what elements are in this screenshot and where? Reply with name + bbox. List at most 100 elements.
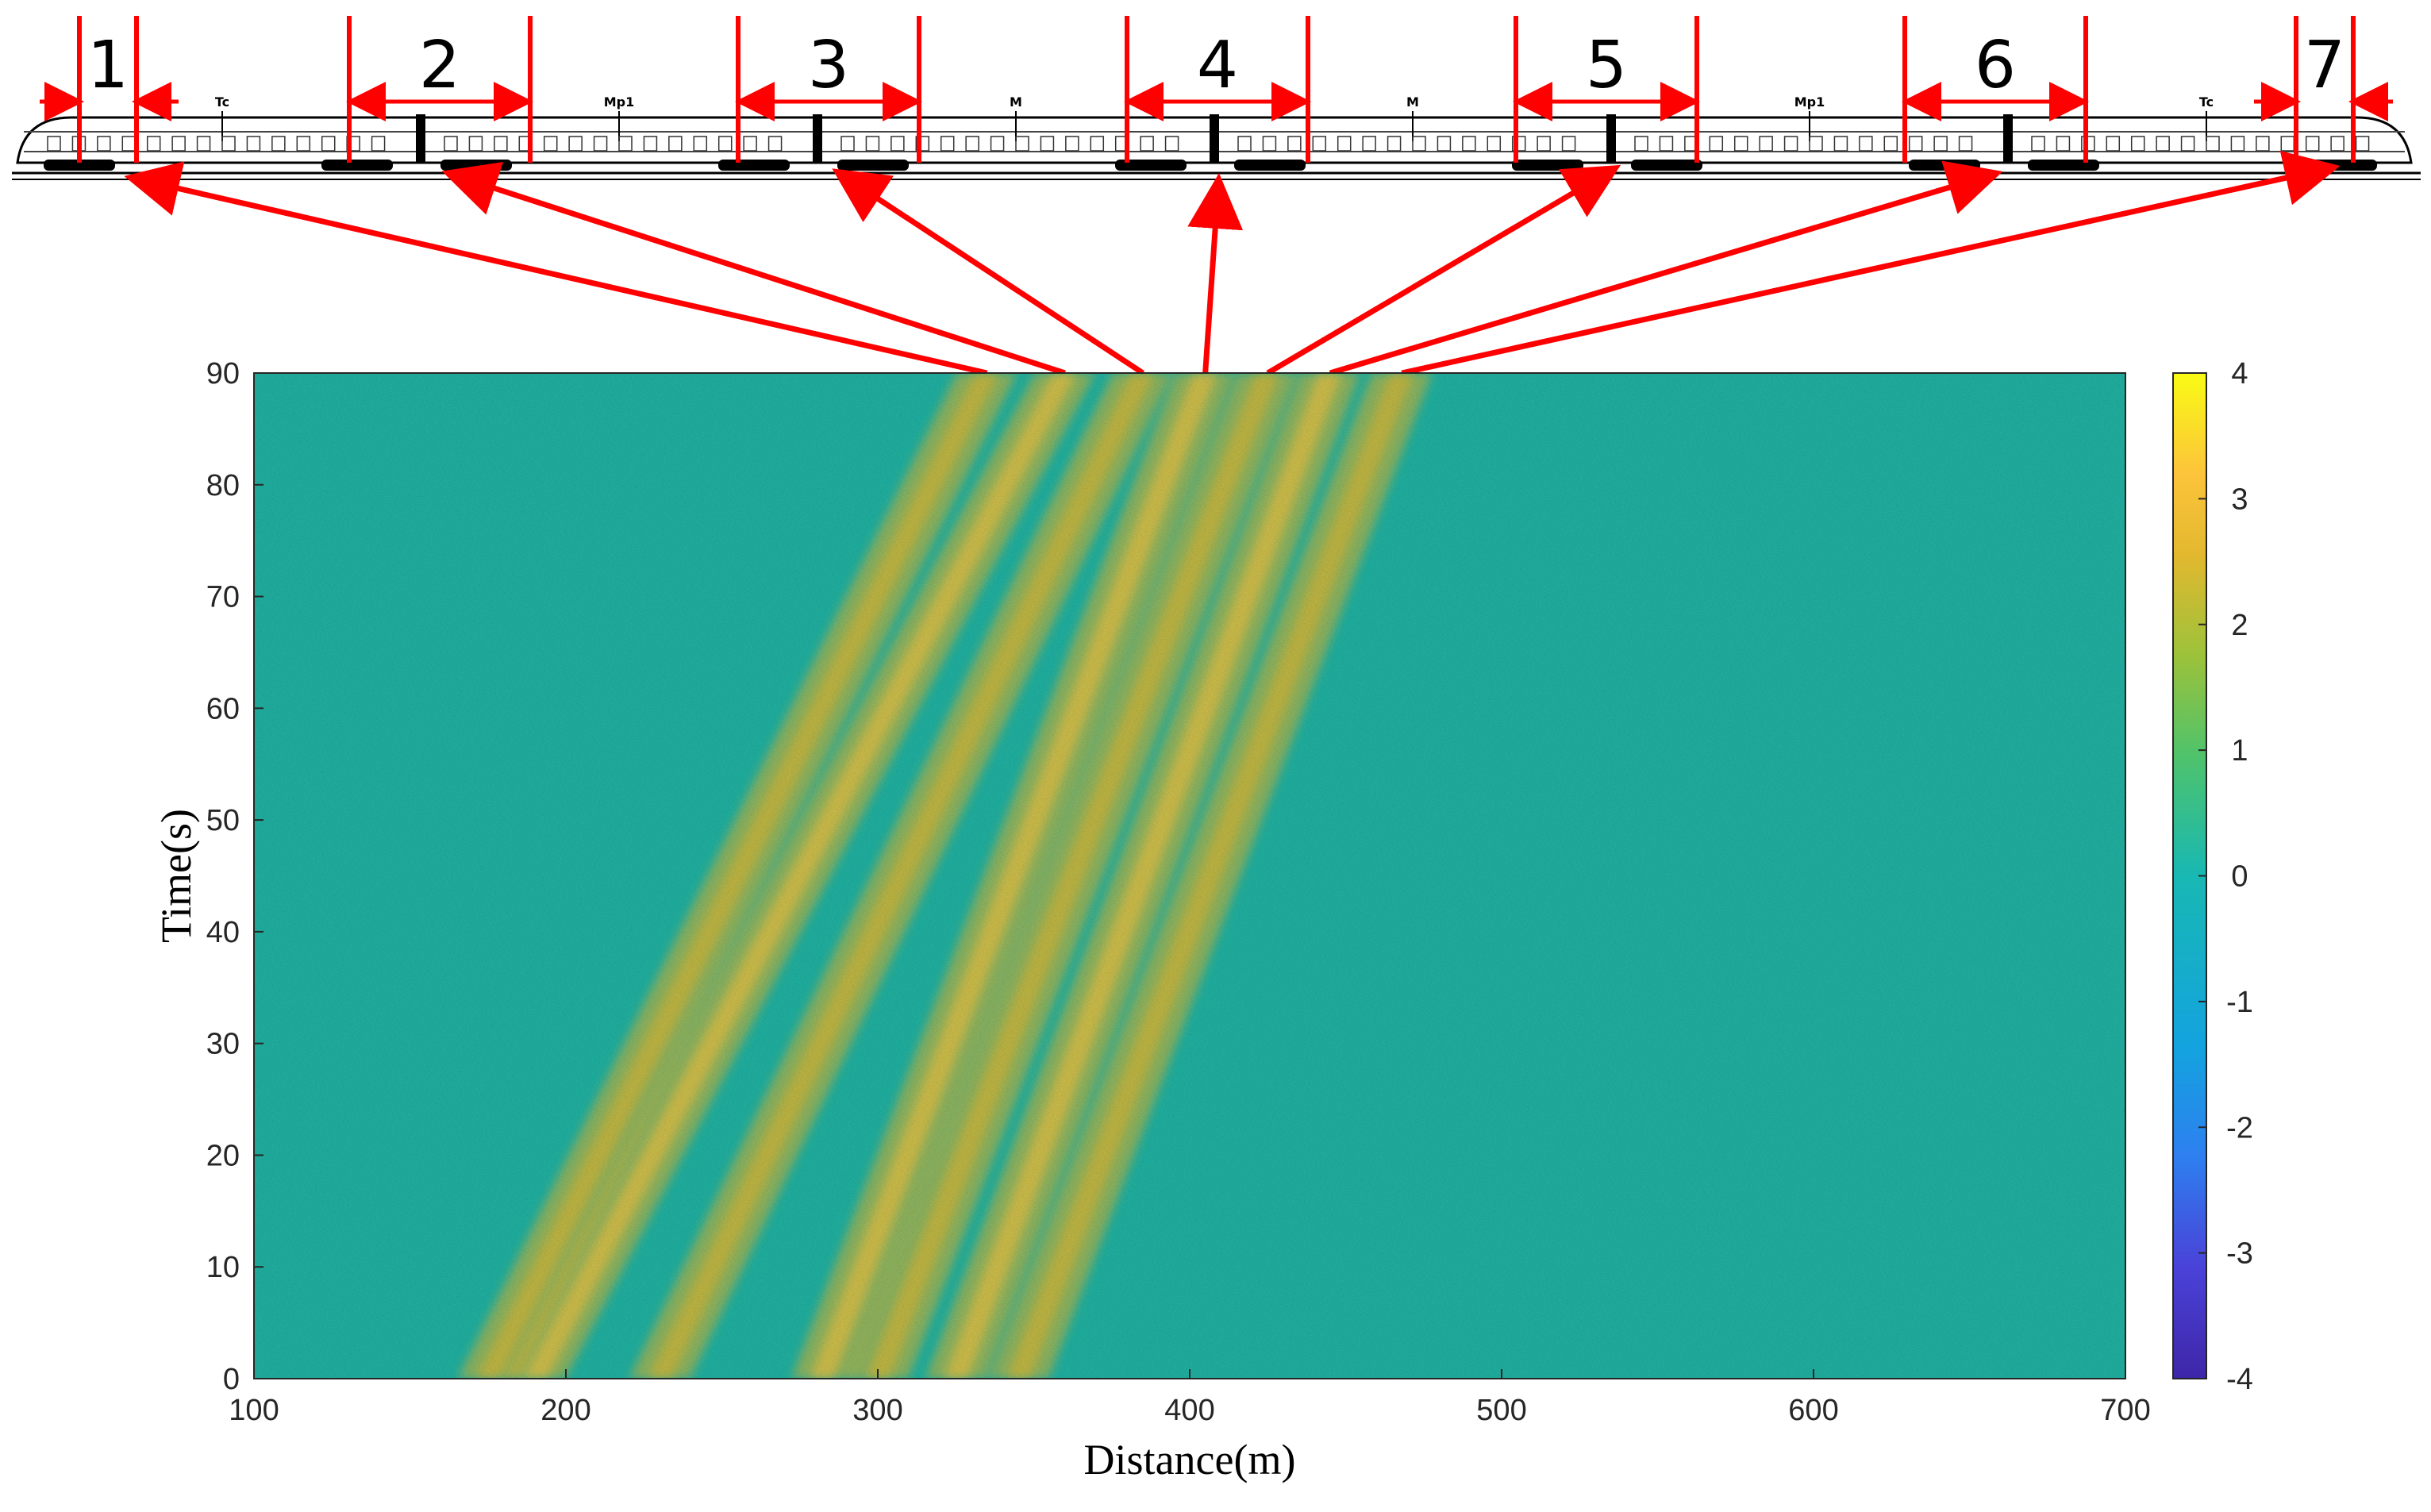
train-window	[568, 136, 583, 152]
bogie	[44, 160, 115, 171]
train-window	[1733, 136, 1748, 152]
heatmap-plot: 100 200 300 400 500 600 700 0 10 20 30 40 50 60 70 80 9…	[152, 357, 2151, 1483]
colorbar-tick-label: 1	[2231, 734, 2248, 768]
train-window	[1140, 136, 1154, 152]
colorbar-tick-label: 3	[2231, 483, 2248, 516]
x-tick-label: 700	[2100, 1394, 2150, 1427]
train-window	[1437, 136, 1452, 152]
train-window	[840, 136, 855, 152]
train-window	[1908, 136, 1923, 152]
x-tick-label: 100	[229, 1394, 279, 1427]
train-window	[296, 136, 311, 152]
x-axis-label: Distance(m)	[1084, 1436, 1296, 1483]
train-window	[717, 136, 733, 152]
pointer-arrow	[1329, 160, 2003, 376]
y-tick-label: 50	[206, 804, 240, 837]
train-window	[494, 136, 508, 152]
train-window	[965, 136, 979, 152]
colorbar-tick-label: 0	[2231, 860, 2248, 894]
train-window	[693, 136, 708, 152]
train-window	[990, 136, 1005, 152]
segment-annotations: 1 2 3 4 5 6 7	[40, 16, 2393, 163]
y-tick-label: 60	[206, 692, 240, 725]
segment-arrows	[124, 150, 2341, 376]
pointer-arrow	[441, 161, 1066, 376]
train-window	[196, 136, 211, 152]
colorbar-tick-label: 4	[2231, 357, 2248, 391]
train-window	[543, 136, 558, 152]
train-window	[1561, 136, 1576, 152]
train-window	[1337, 136, 1352, 152]
x-tick-label: 400	[1164, 1394, 1214, 1427]
train-window	[444, 136, 458, 152]
train-window	[1783, 136, 1798, 152]
train-window	[1634, 136, 1648, 152]
x-tick-label: 300	[852, 1394, 902, 1427]
y-tick-label: 20	[206, 1139, 240, 1172]
bogie	[1909, 160, 1980, 171]
train-window	[1412, 136, 1426, 152]
train-window	[171, 136, 186, 152]
segment-label: 4	[1197, 28, 1238, 103]
y-tick-label: 0	[223, 1363, 240, 1396]
train-window	[2130, 136, 2145, 152]
train-window	[2206, 136, 2220, 152]
train-window	[468, 136, 483, 152]
bogie	[1115, 160, 1187, 171]
train-window	[2106, 136, 2121, 152]
colorbar-tick-label: -4	[2226, 1363, 2253, 1396]
car-label: M	[1010, 94, 1022, 110]
colorbar-ticks: -4 -3 -2 -1 0 1 2 3 4	[2198, 357, 2253, 1396]
train-window	[1859, 136, 1873, 152]
train-diagram: Tc Mp1 M M Mp1 Tc	[12, 94, 2421, 180]
train-window	[2180, 136, 2195, 152]
train-window	[643, 136, 658, 152]
train-window	[940, 136, 955, 152]
train-window	[767, 136, 783, 152]
train-window	[1487, 136, 1502, 152]
train-window	[146, 136, 161, 152]
train-window	[593, 136, 608, 152]
train-window	[1287, 136, 1302, 152]
train-window	[2355, 136, 2370, 152]
train-window	[1933, 136, 1948, 152]
colorbar-tick-label: -1	[2226, 986, 2253, 1019]
bogie	[1512, 160, 1583, 171]
train-window	[221, 136, 236, 152]
train-window	[2156, 136, 2170, 152]
car-label: Mp1	[604, 94, 635, 110]
train-window	[1015, 136, 1029, 152]
pointer-arrow	[1401, 150, 2341, 376]
train-window	[47, 136, 61, 152]
y-tick-label: 10	[206, 1251, 240, 1284]
segment-label: 5	[1586, 28, 1627, 103]
segment-label: 1	[87, 28, 129, 103]
train-window	[1312, 136, 1327, 152]
colorbar-tick-label: -3	[2226, 1237, 2253, 1271]
train-window	[1958, 136, 1973, 152]
segment-label: 2	[419, 28, 460, 103]
train-window	[1262, 136, 1277, 152]
train-window	[1362, 136, 1376, 152]
x-tick-label: 600	[1788, 1394, 1838, 1427]
train-window	[1659, 136, 1674, 152]
bogie	[1631, 160, 1702, 171]
x-tick-label: 200	[540, 1394, 590, 1427]
car-label: Tc	[215, 94, 229, 110]
bogie	[321, 160, 393, 171]
heatmap-image	[254, 373, 2125, 1379]
train-window	[1237, 136, 1252, 152]
heatmap-noise	[254, 373, 2125, 1379]
train-window	[97, 136, 111, 152]
train-window	[1809, 136, 1823, 152]
segment-label: 6	[1975, 28, 2016, 103]
y-tick-label: 40	[206, 916, 240, 949]
train-window	[321, 136, 336, 152]
train-window	[915, 136, 930, 152]
pointer-arrow	[1187, 173, 1244, 374]
train-window	[618, 136, 633, 152]
y-tick-label: 30	[206, 1028, 240, 1061]
car-label: M	[1406, 94, 1419, 110]
colorbar-tick-label: 2	[2231, 609, 2248, 642]
